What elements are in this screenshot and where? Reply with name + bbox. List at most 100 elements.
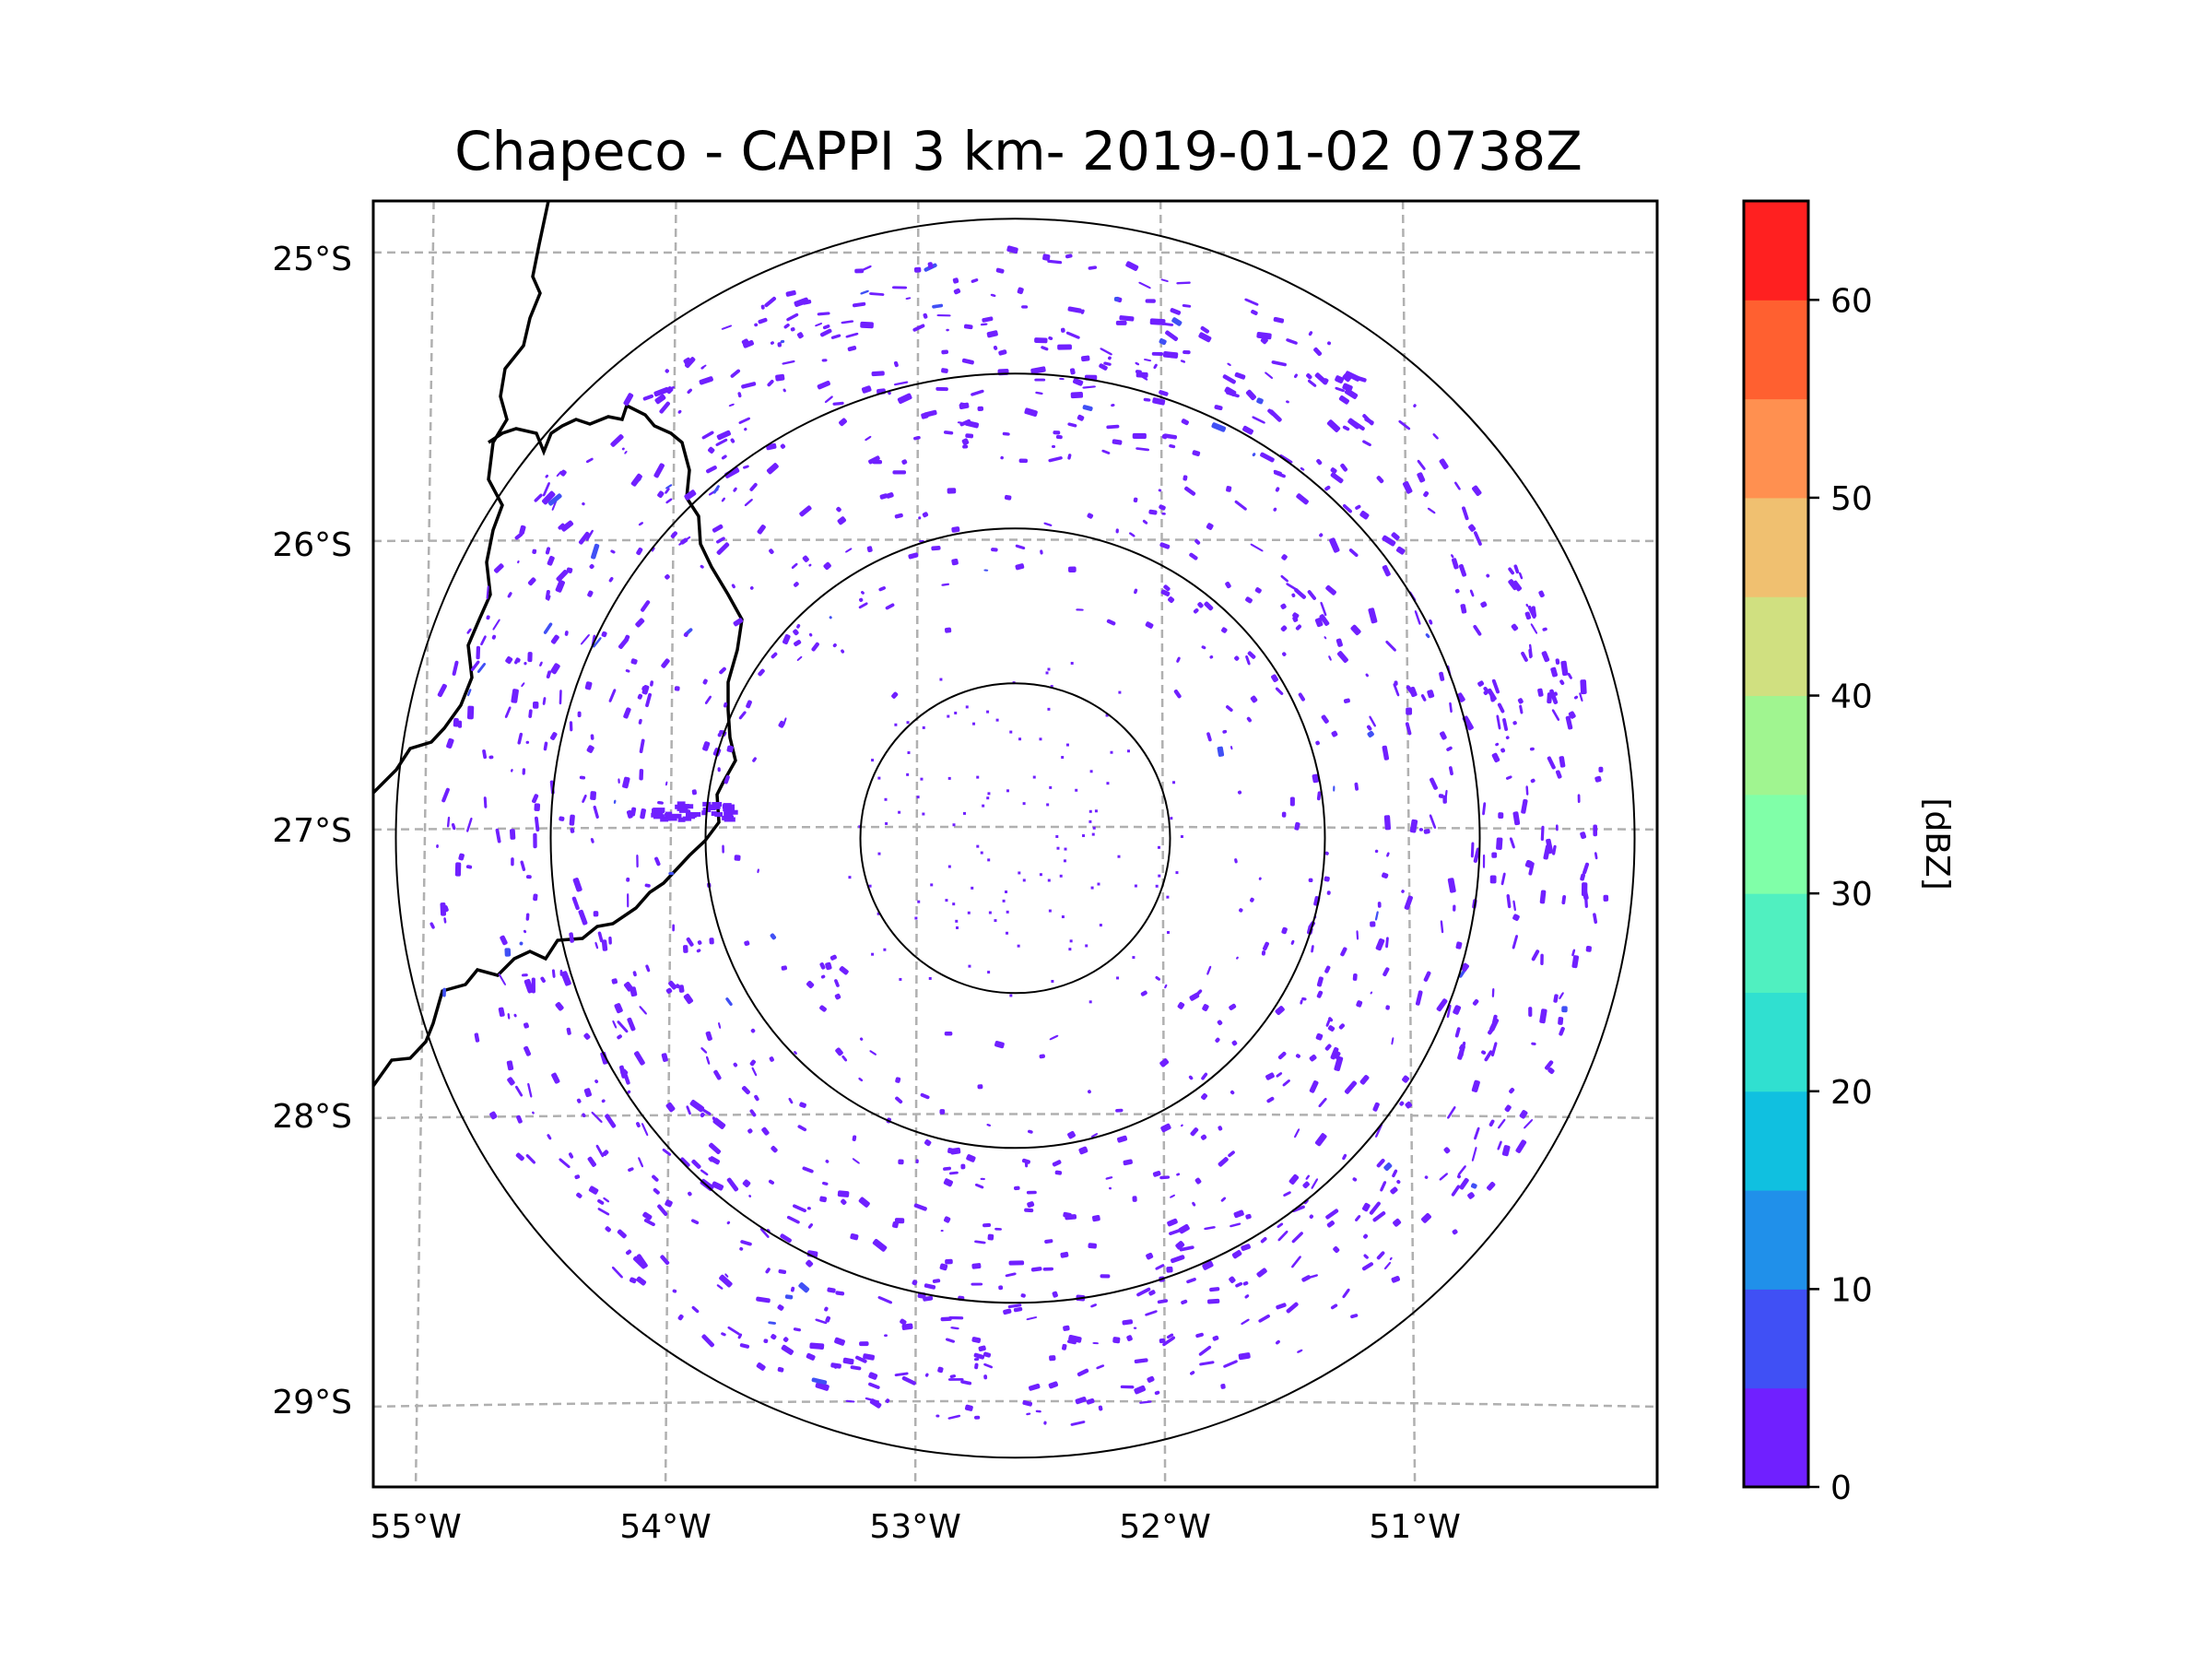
radar-echo <box>608 937 612 945</box>
lon-tick-label: 51°W <box>1369 1508 1460 1546</box>
radar-echo <box>1062 915 1065 918</box>
radar-echo <box>945 1259 953 1265</box>
radar-echo <box>1132 1196 1136 1202</box>
radar-echo <box>1046 671 1049 674</box>
radar-echo <box>578 712 582 718</box>
radar-echo <box>898 811 900 814</box>
radar-echo <box>1095 809 1098 812</box>
radar-echo <box>1158 875 1160 878</box>
radar-echo <box>860 322 874 329</box>
colorbar-bin <box>1744 399 1808 499</box>
colorbar-bin <box>1744 201 1808 301</box>
radar-echo <box>945 1032 953 1036</box>
radar-echo <box>1009 994 1012 997</box>
radar-echo <box>1540 954 1544 966</box>
radar-echo <box>1009 731 1012 734</box>
radar-echo <box>1091 887 1094 890</box>
radar-echo <box>1018 871 1020 874</box>
radar-echo <box>947 715 949 718</box>
radar-echo <box>1556 824 1559 831</box>
radar-echo <box>1005 890 1007 893</box>
radar-echo <box>871 371 884 376</box>
radar-echo <box>822 359 828 361</box>
radar-echo <box>1071 662 1074 665</box>
radar-echo <box>945 627 952 633</box>
radar-echo <box>1132 956 1135 959</box>
colorbar-tick-label: 0 <box>1830 1469 1852 1507</box>
radar-echo <box>907 721 910 724</box>
radar-echo <box>1112 1337 1121 1344</box>
radar-echo <box>442 988 446 997</box>
radar-echo <box>1097 883 1100 886</box>
colorbar-bin <box>1744 1388 1808 1488</box>
radar-echo <box>455 862 462 876</box>
radar-echo <box>940 1316 951 1321</box>
radar-echo <box>1048 879 1051 882</box>
radar-echo <box>570 721 573 731</box>
radar-echo <box>976 776 979 779</box>
radar-echo <box>952 823 955 826</box>
radar-echo <box>931 546 941 551</box>
radar-echo <box>877 777 880 780</box>
chart-title: Chapeco - CAPPI 3 km- 2019-01-02 0738Z <box>373 124 1664 178</box>
radar-echo <box>1133 433 1147 439</box>
radar-echo <box>1582 882 1587 896</box>
radar-echo <box>884 798 887 801</box>
radar-echo <box>639 769 643 781</box>
radar-echo <box>1076 608 1084 611</box>
radar-echo <box>971 1283 982 1286</box>
radar-echo <box>1384 815 1391 830</box>
radar-echo <box>1056 847 1059 850</box>
radar-echo <box>971 887 973 890</box>
radar-echo <box>838 1190 850 1197</box>
radar-echo <box>1152 352 1163 356</box>
radar-echo <box>1049 910 1052 913</box>
radar-echo <box>533 833 537 849</box>
radar-echo <box>1033 776 1036 779</box>
lat-tick-label: 28°S <box>272 1098 352 1136</box>
radar-echo <box>1496 837 1503 850</box>
radar-echo <box>986 711 989 714</box>
radar-echo <box>1146 299 1156 302</box>
radar-echo <box>1370 921 1375 926</box>
radar-echo <box>809 1342 824 1350</box>
radar-echo <box>590 791 596 800</box>
colorbar-bin <box>1744 696 1808 796</box>
radar-echo <box>971 1263 981 1269</box>
radar-echo <box>1309 879 1313 882</box>
radar-echo <box>467 706 474 720</box>
radar-echo <box>1167 931 1170 934</box>
radar-echo <box>1021 305 1028 309</box>
radar-echo <box>920 778 923 781</box>
radar-echo <box>522 768 525 775</box>
radar-echo <box>948 866 951 868</box>
lat-tick-label: 25°S <box>272 241 352 278</box>
radar-echo <box>917 796 920 798</box>
radar-echo <box>1018 945 1020 948</box>
radar-echo <box>914 917 917 920</box>
radar-echo <box>1053 430 1060 435</box>
radar-echo <box>1491 852 1497 857</box>
radar-echo <box>511 857 514 866</box>
radar-echo <box>935 387 948 391</box>
radar-echo <box>1006 911 1009 914</box>
radar-echo <box>968 912 971 914</box>
radar-echo <box>1092 833 1095 836</box>
radar-echo <box>1043 1268 1054 1271</box>
radar-echo <box>1121 1386 1135 1389</box>
radar-echo <box>1049 786 1052 789</box>
radar-echo <box>594 911 599 916</box>
radar-echo <box>1027 1191 1037 1195</box>
radar-echo <box>1116 976 1119 979</box>
radar-echo <box>848 876 851 879</box>
radar-echo <box>534 803 540 811</box>
radar-echo <box>1290 796 1295 806</box>
radar-echo <box>895 1218 904 1223</box>
colorbar-tick-label: 20 <box>1830 1074 1873 1112</box>
radar-echo <box>954 712 957 714</box>
radar-echo <box>1039 737 1041 740</box>
radar-echo <box>1082 834 1085 837</box>
radar-echo <box>974 1416 980 1420</box>
radar-echo <box>1008 1260 1024 1265</box>
radar-echo <box>1068 566 1077 572</box>
